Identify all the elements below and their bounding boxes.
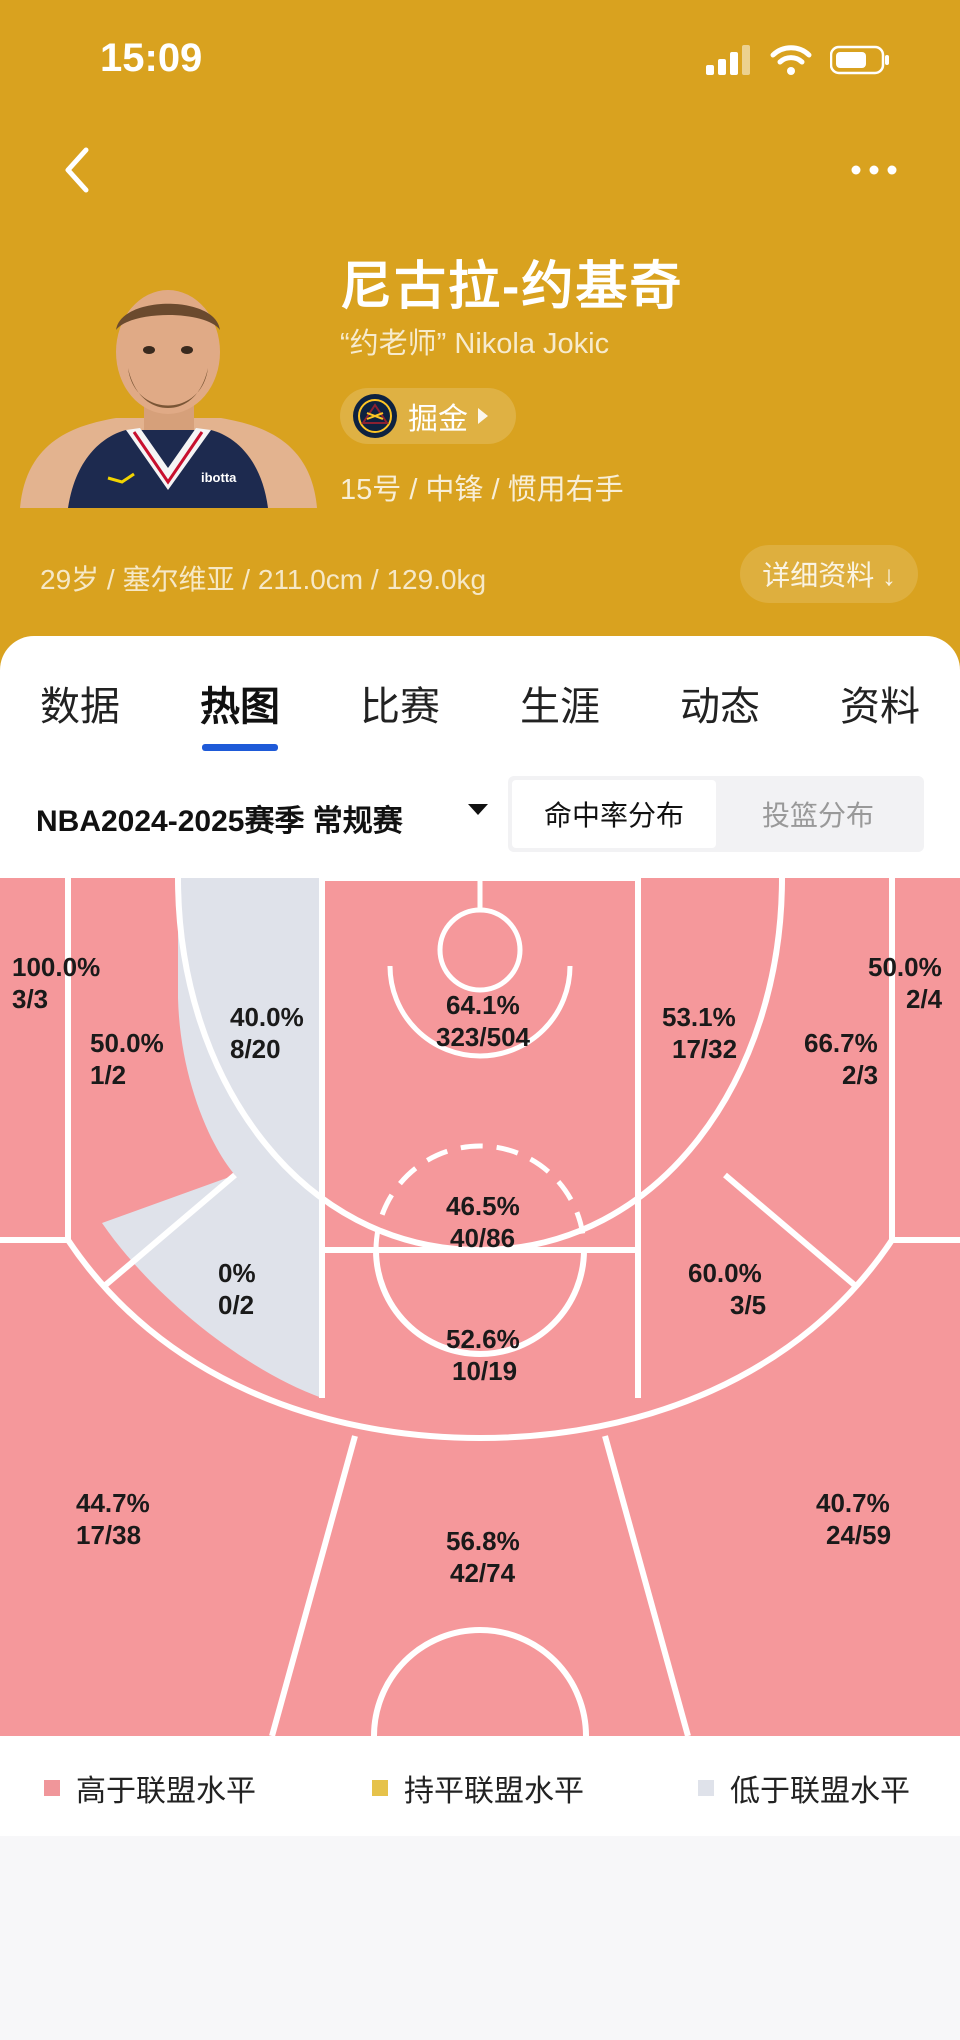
zone-left-elbow-mid-fill [178, 878, 322, 1250]
zone-left-wing-mid-pct: 0% [218, 1258, 256, 1288]
zone-restricted-area-count: 323/504 [436, 1022, 531, 1052]
zone-paint-ft-pct: 46.5% [446, 1191, 520, 1221]
zone-restricted-area-pct: 64.1% [446, 990, 520, 1020]
zone-right-elbow-mid-pct: 53.1% [662, 1002, 736, 1032]
back-button[interactable] [52, 140, 102, 200]
legend-label-above: 高于联盟水平 [76, 1775, 256, 1808]
zone-left-wing-mid-fill [102, 1175, 325, 1398]
zone-left-wing-mid-count: 0/2 [218, 1290, 254, 1320]
team-name: 掘金 [408, 403, 468, 436]
nuggets-logo-icon [353, 394, 397, 438]
legend-swatch-equal [372, 1780, 388, 1796]
status-icons [706, 44, 890, 76]
tab-games[interactable]: 比赛 [360, 685, 440, 729]
caret-right-icon [478, 408, 488, 424]
more-dots-icon [851, 165, 861, 175]
detail-info-button[interactable]: 详细资料 ↓ [740, 545, 918, 603]
player-header: 15:09 [0, 0, 960, 680]
status-time: 15:09 [100, 36, 203, 80]
shot-heatmap-court: 100.0% 3/3 50.0% 1/2 40.0% 8/20 64.1% 32… [0, 878, 960, 1736]
legend-swatch-below [698, 1780, 714, 1796]
svg-text:ibotta: ibotta [201, 470, 237, 485]
zone-labels: 100.0% 3/3 50.0% 1/2 40.0% 8/20 64.1% 32… [12, 952, 943, 1588]
zone-left-elbow-mid-count: 8/20 [230, 1034, 281, 1064]
player-meta: 15号 / 中锋 / 惯用右手 [340, 474, 624, 506]
legend-above: 高于联盟水平 [44, 1766, 256, 1810]
battery-icon [830, 45, 889, 75]
zone-right-corner-3-pct: 50.0% [868, 952, 942, 982]
zone-right-baseline-mid-count: 2/3 [842, 1060, 878, 1090]
zone-right-wing-mid-pct: 60.0% [688, 1258, 762, 1288]
tab-news[interactable]: 动态 [680, 685, 760, 729]
zone-right-baseline-mid-pct: 66.7% [804, 1028, 878, 1058]
tab-profile[interactable]: 资料 [840, 685, 920, 729]
zone-left-corner-3-pct: 100.0% [12, 952, 100, 982]
zone-right-elbow-mid-count: 17/32 [672, 1034, 737, 1064]
zone-left-wing-3-pct: 44.7% [76, 1488, 150, 1518]
zone-left-baseline-mid-count: 1/2 [90, 1060, 126, 1090]
mode-toggle: 命中率分布 投篮分布 [508, 776, 924, 852]
zone-right-wing-mid-count: 3/5 [730, 1290, 766, 1320]
zone-left-wing-3-count: 17/38 [76, 1520, 141, 1550]
toggle-shot-distribution[interactable]: 投篮分布 [761, 800, 874, 831]
active-tab-indicator [202, 744, 278, 751]
tab-bar: 数据 热图 比赛 生涯 动态 资料 [0, 656, 960, 751]
zone-right-wing-3-pct: 40.7% [816, 1488, 890, 1518]
tab-career[interactable]: 生涯 [520, 685, 600, 729]
zone-left-baseline-mid-pct: 50.0% [90, 1028, 164, 1058]
free-throw-circle-dashed [373, 1143, 587, 1251]
more-options-button[interactable] [844, 150, 904, 190]
tab-stats[interactable]: 数据 [40, 685, 120, 729]
player-bio: 29岁 / 塞尔维亚 / 211.0cm / 129.0kg [40, 564, 487, 595]
toggle-fg-pct[interactable]: 命中率分布 [512, 780, 716, 848]
player-name: 尼古拉-约基奇 [340, 258, 684, 316]
zone-top-3-count: 42/74 [450, 1558, 516, 1588]
heatmap-legend: 高于联盟水平 持平联盟水平 低于联盟水平 [0, 1736, 960, 1836]
zone-paint-ft-count: 40/86 [450, 1223, 515, 1253]
dropdown-caret-icon[interactable] [468, 804, 488, 815]
player-nickname: “约老师” Nikola Jokic [340, 328, 610, 360]
legend-below: 低于联盟水平 [698, 1766, 910, 1810]
legend-label-equal: 持平联盟水平 [404, 1775, 584, 1808]
zone-left-elbow-mid-pct: 40.0% [230, 1002, 304, 1032]
zone-left-corner-3-count: 3/3 [12, 984, 48, 1014]
cellular-signal-icon [706, 45, 750, 75]
legend-equal: 持平联盟水平 [372, 1766, 584, 1810]
zone-top-3-pct: 56.8% [446, 1526, 520, 1556]
tab-heatmap[interactable]: 热图 [200, 685, 280, 729]
player-avatar: ibotta [20, 290, 317, 508]
chevron-left-icon [65, 147, 89, 193]
legend-label-below: 低于联盟水平 [730, 1775, 910, 1808]
season-selector[interactable]: NBA2024-2025赛季 常规赛 [36, 805, 403, 838]
wifi-icon [770, 45, 812, 75]
zone-top-key-mid-pct: 52.6% [446, 1324, 520, 1354]
zone-right-corner-3-count: 2/4 [906, 984, 943, 1014]
zone-top-key-mid-count: 10/19 [452, 1356, 517, 1386]
team-link[interactable]: 掘金 [340, 388, 516, 444]
court-lines [0, 878, 960, 1736]
legend-swatch-above [44, 1780, 60, 1796]
zone-right-wing-3-count: 24/59 [826, 1520, 891, 1550]
